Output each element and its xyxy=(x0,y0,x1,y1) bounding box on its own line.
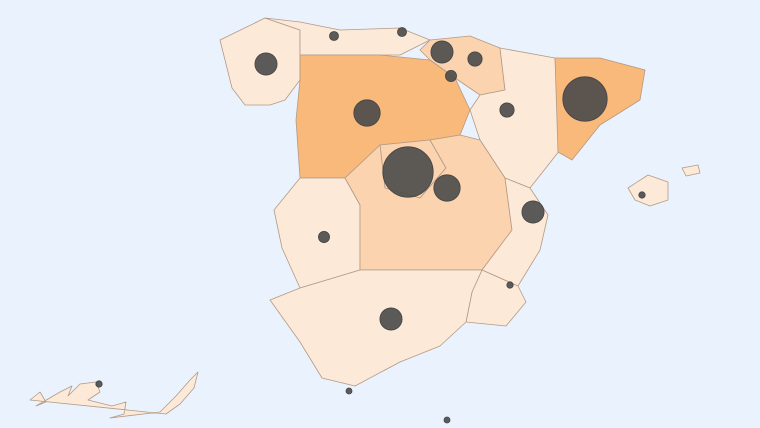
region-mallorca[interactable] xyxy=(627,174,669,207)
bubble-marker[interactable] xyxy=(433,174,461,202)
regions-layer xyxy=(29,17,701,419)
region-canary-islands[interactable] xyxy=(29,371,199,419)
bubble-marker[interactable] xyxy=(638,191,646,199)
bubbles-layer xyxy=(95,27,646,424)
bubble-marker[interactable] xyxy=(430,40,454,64)
bubble-marker[interactable] xyxy=(329,31,339,41)
bubble-marker[interactable] xyxy=(521,200,545,224)
bubble-marker[interactable] xyxy=(445,70,457,82)
region-menorca[interactable] xyxy=(681,164,701,177)
region-andalusia[interactable] xyxy=(269,269,483,387)
bubble-marker[interactable] xyxy=(382,146,434,198)
bubble-marker[interactable] xyxy=(562,76,608,122)
bubble-marker[interactable] xyxy=(254,52,278,76)
bubble-marker[interactable] xyxy=(443,416,451,424)
bubble-marker[interactable] xyxy=(345,387,353,395)
bubble-marker[interactable] xyxy=(506,281,514,289)
bubble-marker[interactable] xyxy=(499,102,515,118)
bubble-marker[interactable] xyxy=(318,231,330,243)
bubble-marker[interactable] xyxy=(379,307,403,331)
bubble-marker[interactable] xyxy=(95,380,103,388)
bubble-marker[interactable] xyxy=(353,99,381,127)
bubble-marker[interactable] xyxy=(467,51,483,67)
bubble-marker[interactable] xyxy=(397,27,407,37)
region-asturias-cantabria[interactable] xyxy=(264,17,431,56)
